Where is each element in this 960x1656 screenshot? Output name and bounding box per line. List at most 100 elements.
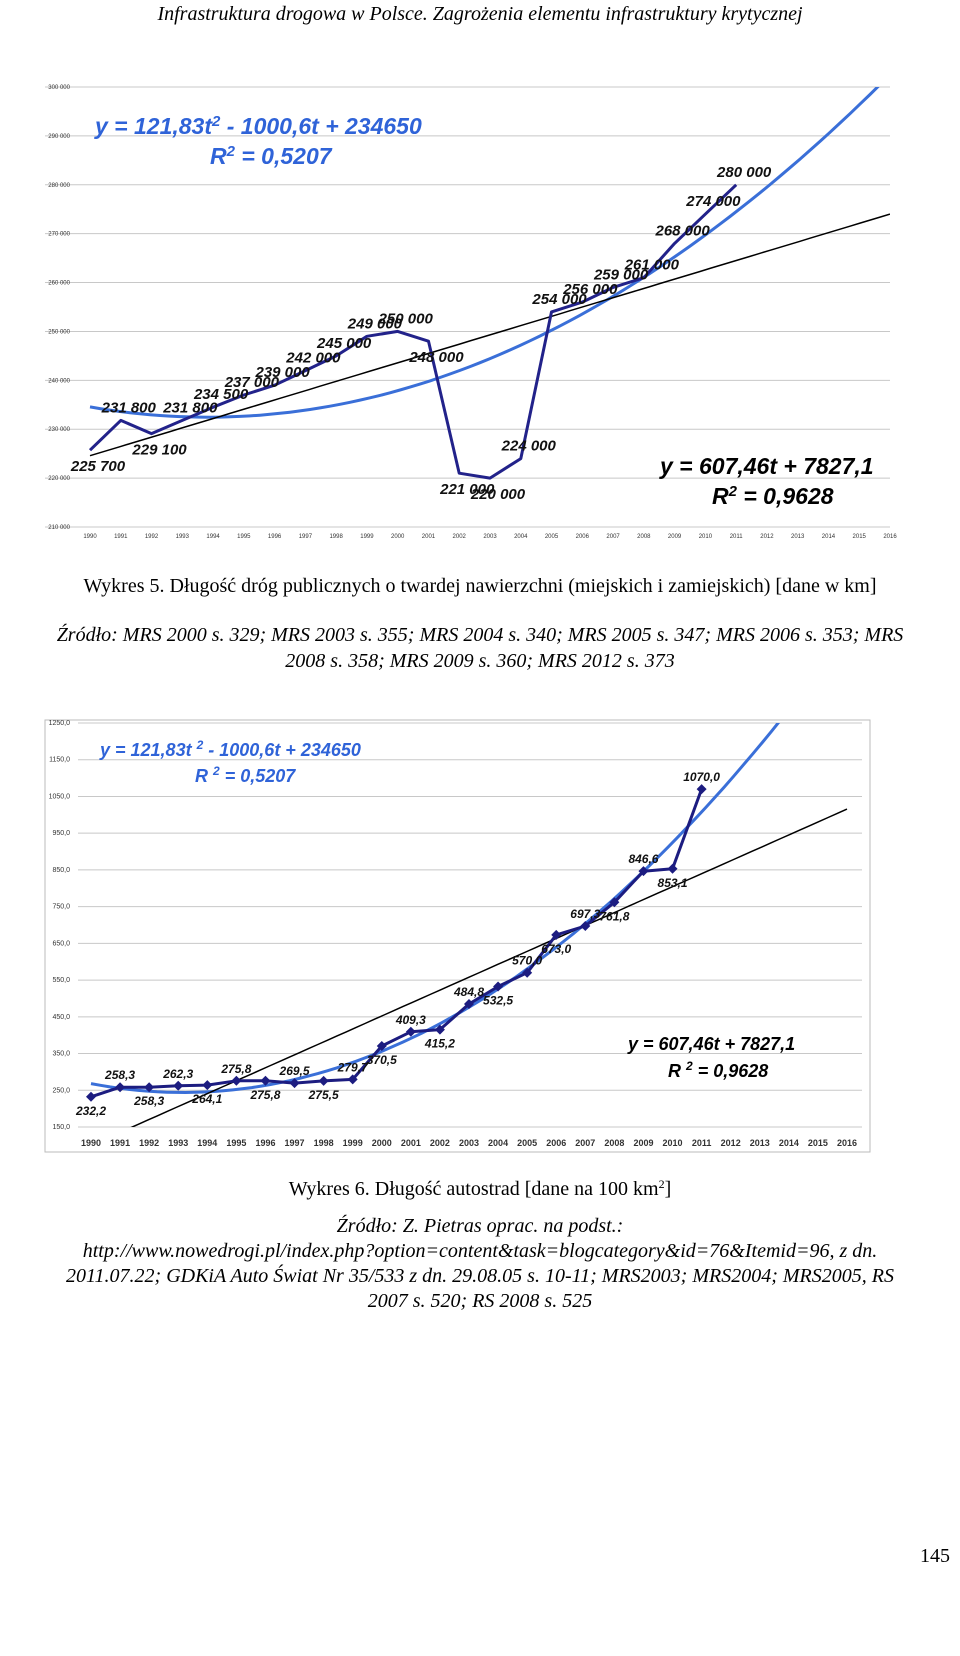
figure-source: Źródło: Z. Pietras oprac. na podst.: [337, 1214, 624, 1237]
data-label: 259 000 [593, 266, 649, 283]
page-number: 145 [920, 1545, 950, 1567]
figure-source: Źródło: MRS 2000 s. 329; MRS 2003 s. 355… [57, 623, 904, 646]
text-part: - 1000,6t + 234650 [220, 113, 422, 139]
data-label: 532,5 [483, 994, 513, 1008]
y-tick-label: 1150,0 [49, 757, 70, 764]
data-point [580, 920, 591, 931]
superscript: 2 [212, 764, 220, 778]
equation: R 2 = 0,9628 [668, 1059, 768, 1081]
data-point [115, 1082, 126, 1093]
data-label: 242 000 [285, 350, 341, 367]
trend-line [89, 213, 890, 457]
data-label: 269,5 [279, 1064, 310, 1078]
x-tick-label: 1991 [110, 1138, 130, 1148]
x-tick-label: 2015 [853, 534, 867, 540]
data-label: 225 700 [70, 458, 126, 475]
x-tick-label: 2015 [808, 1138, 828, 1148]
x-tick-label: 2002 [430, 1138, 450, 1148]
data-label: 262,3 [162, 1067, 193, 1081]
data-label: 224 000 [501, 438, 557, 455]
data-point [202, 1080, 213, 1091]
data-label: 280 000 [716, 164, 772, 181]
data-label: 237 000 [224, 374, 280, 391]
data-line [88, 183, 738, 480]
y-tick-label: 850,0 [52, 867, 70, 874]
x-tick-label: 2004 [514, 534, 528, 540]
data-label: 245 000 [316, 335, 372, 352]
superscript: 2 [211, 113, 221, 130]
data-label: 229 100 [131, 442, 187, 459]
figure-source: 2007 s. 520; RS 2008 s. 525 [368, 1290, 592, 1312]
data-label: 249 000 [347, 315, 403, 332]
text-part: R [668, 1061, 686, 1081]
data-label: 231 800 [101, 399, 157, 416]
y-tick-label: 650,0 [52, 940, 70, 947]
text-part: ] [665, 1178, 672, 1200]
text-part: = 0,5207 [235, 143, 333, 169]
equation: y = 607,46t + 7827,1 [659, 453, 874, 479]
data-line [90, 788, 704, 1099]
data-label: 274 000 [685, 193, 741, 210]
data-label: 409,3 [395, 1013, 426, 1027]
x-tick-label: 2013 [750, 1138, 770, 1148]
y-tick-label: 290 000 [48, 134, 70, 140]
x-tick-label: 1992 [139, 1138, 159, 1148]
x-tick-label: 2014 [779, 1138, 799, 1148]
y-tick-label: 260 000 [48, 281, 70, 287]
x-tick-label: 2006 [546, 1138, 566, 1148]
x-tick-label: 2005 [517, 1138, 537, 1148]
x-tick-label: 2000 [372, 1138, 392, 1148]
data-label: 256 000 [562, 281, 618, 298]
data-label: 258,3 [104, 1068, 135, 1082]
x-tick-label: 1994 [197, 1138, 217, 1148]
data-point [231, 1075, 242, 1086]
y-tick-label: 150,0 [52, 1124, 70, 1131]
data-label: 221 000 [439, 481, 495, 498]
x-tick-label: 1998 [314, 1138, 334, 1148]
data-point [522, 967, 533, 978]
x-tick-label: 1991 [114, 534, 128, 540]
x-tick-label: 2009 [633, 1138, 653, 1148]
x-tick-label: 1997 [285, 1138, 305, 1148]
x-tick-label: 1995 [226, 1138, 246, 1148]
data-label: 258,3 [133, 1094, 164, 1108]
x-tick-label: 1999 [360, 534, 374, 540]
x-tick-label: 2003 [483, 534, 497, 540]
equation: y = 121,83t2 - 1000,6t + 234650 [94, 113, 422, 140]
x-tick-label: 2004 [488, 1138, 508, 1148]
data-point [173, 1080, 184, 1091]
y-tick-label: 210 000 [48, 525, 70, 531]
data-label: 275,5 [308, 1088, 339, 1102]
superscript: 2 [728, 483, 738, 500]
x-tick-label: 2014 [822, 534, 836, 540]
x-tick-label: 1990 [81, 1138, 101, 1148]
figure-source: 2011.07.22; GDKiA Auto Świat Nr 35/533 z… [66, 1263, 894, 1287]
text-part: y = 121,83t [94, 113, 213, 139]
y-tick-label: 230 000 [48, 427, 70, 433]
text-part: - 1000,6t + 234650 [203, 740, 361, 760]
figure-caption: Wykres 5. Długość dróg publicznych o twa… [84, 575, 877, 597]
text-part: R [195, 766, 213, 786]
y-tick-label: 450,0 [52, 1014, 70, 1021]
data-point [318, 1075, 329, 1086]
data-label: 484,8 [453, 985, 484, 999]
x-tick-label: 2000 [391, 534, 405, 540]
x-tick-label: 1993 [168, 1138, 188, 1148]
x-tick-label: 2001 [422, 534, 436, 540]
x-tick-label: 1995 [237, 534, 251, 540]
data-point [289, 1078, 300, 1089]
y-tick-label: 550,0 [52, 977, 70, 984]
superscript: 2 [659, 1177, 665, 1191]
data-point [638, 866, 649, 877]
x-tick-label: 2013 [791, 534, 805, 540]
equation: R2 = 0,5207 [210, 143, 333, 170]
x-tick-label: 2016 [837, 1138, 857, 1148]
x-tick-label: 2002 [453, 534, 467, 540]
x-tick-label: 2008 [637, 534, 651, 540]
x-tick-label: 1993 [176, 534, 190, 540]
x-tick-label: 1996 [255, 1138, 275, 1148]
data-label: 248 000 [408, 349, 464, 366]
data-label: 697,3 [570, 907, 600, 921]
x-tick-label: 1996 [268, 534, 282, 540]
